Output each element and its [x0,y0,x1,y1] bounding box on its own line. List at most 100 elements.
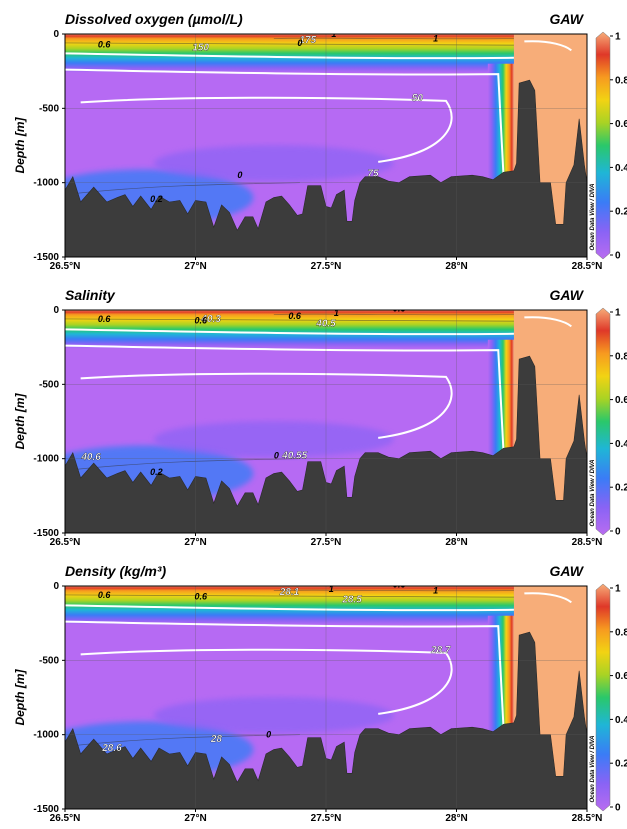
contour-label: 0.2 [150,467,163,477]
panel-title: Density (kg/m³) [65,563,166,579]
y-tick-label: -500 [39,379,59,390]
colorbar-tick-label: 0.4 [615,715,627,726]
section-field: 175 150 50 75 0.6 1 1 0 0 0.2 [65,29,587,257]
colorbar-gradient [595,307,611,536]
y-tick-label: -1000 [33,178,59,189]
panel-3: 28.1 28.5 28.7 28.6 28 0.6 0.6 1 1 0.6 0 Density (k… [13,563,627,824]
y-tick-label: 0 [53,581,59,592]
x-tick-label: 26.5°N [50,261,81,272]
section-field: 40.3 40.5 40.6 40.55 0.6 0.6 0.6 1 0.6 0 0.2 [65,303,587,533]
contour-line [273,313,514,316]
gridlines [65,586,587,809]
contour-label: 1 [329,584,334,594]
x-tick-label: 26.5°N [50,537,81,548]
y-tick-label: 0 [53,29,59,40]
contour-line [65,52,514,60]
section-label: GAW [550,287,585,303]
section-field: 28.1 28.5 28.7 28.6 28 0.6 0.6 1 1 0.6 0 [65,579,587,809]
contour-line [65,68,505,176]
contour-label: 1 [334,308,339,318]
y-tick-label: -1500 [33,252,59,263]
contour-label: 175 [299,35,316,46]
contour-label: 0 [266,730,271,740]
contour-label: 28.5 [341,594,362,605]
panel-title: Dissolved oxygen (µmol/L) [65,11,243,27]
colorbar: 0 0.2 0.4 0.6 0.8 1 [595,307,627,538]
mid-water-patch [153,421,394,458]
mid-water-patch [153,145,394,182]
x-tick-label: 27°N [184,537,206,548]
colorbar-tick-label: 0.8 [615,627,627,638]
contour-label: 28.1 [279,587,300,598]
white-contours [65,592,572,728]
contour-label: 150 [192,42,209,53]
contour-label: 0 [297,38,302,48]
contour-label: 28 [210,734,223,745]
contour-label: 0.2 [150,194,163,204]
colorbar-tick-label: 0.6 [615,671,627,682]
contour-label: 0.6 [98,590,112,600]
colorbar-gradient [595,31,611,260]
contour-line [273,37,514,40]
contour-label: 0 [237,170,242,180]
y-axis-label: Depth [m] [13,117,27,174]
credit-label: Ocean Data View / DIVA [590,459,596,526]
x-tick-label: 28.5°N [572,537,603,548]
colorbar-tick-label: 0.2 [615,483,627,494]
colorbar-tick-label: 0.6 [615,395,627,406]
x-tick-label: 28.5°N [572,813,603,824]
contour-label: 0.6 [194,591,208,601]
surface-gradient [65,34,514,73]
x-tick-label: 26.5°N [50,813,81,824]
colorbar-gradient [595,583,611,812]
credit-label: Ocean Data View / DIVA [590,735,596,802]
colorbar-tick-label: 0 [615,803,621,814]
contour-label: 28.6 [101,743,122,754]
y-tick-label: -500 [39,103,59,114]
surface-gradient [65,310,514,349]
mid-water-patch [153,697,394,734]
y-tick-label: 0 [53,305,59,316]
contour-line [524,592,572,604]
contour-label: 0.6 [98,39,112,49]
contour-label: 0.6 [288,311,302,321]
contour-line [80,96,453,163]
colorbar-tick-label: 1 [615,584,621,595]
y-axis-label: Depth [m] [13,669,27,726]
panel-title: Salinity [65,287,116,303]
contour-line [524,316,572,328]
colorbar-tick-label: 0.8 [615,351,627,362]
colorbar-tick-label: 0.2 [615,759,627,770]
colorbar-tick-label: 0.8 [615,75,627,86]
contour-label: 50 [412,93,424,104]
white-contours [65,40,572,176]
colorbar: 0 0.2 0.4 0.6 0.8 1 [595,31,627,262]
credit-label: Ocean Data View / DIVA [590,183,596,250]
colorbar-tick-label: 0 [615,527,621,538]
contour-line [65,344,505,452]
white-contours [65,316,572,452]
contour-line [273,589,514,592]
x-tick-label: 27.5°N [311,261,342,272]
contour-label: 40.55 [281,451,307,462]
y-tick-label: -500 [39,655,59,666]
section-label: GAW [550,11,585,27]
x-tick-label: 27.5°N [311,813,342,824]
gridlines [65,34,587,257]
contour-line [80,648,453,715]
surface-gradient [65,586,514,625]
y-tick-label: -1000 [33,730,59,741]
contour-label: 0.6 [393,303,407,313]
contour-label: 0 [274,451,279,461]
contour-label: 0.6 [393,579,407,589]
x-tick-label: 27°N [184,813,206,824]
contour-label: 1 [331,29,336,39]
y-axis-label: Depth [m] [13,393,27,450]
colorbar-tick-label: 0.6 [615,119,627,130]
colorbar-tick-label: 1 [615,308,621,319]
y-tick-label: -1500 [33,528,59,539]
contour-label: 40.5 [315,318,336,329]
contour-label: 40.3 [200,314,221,325]
contour-label: 1 [433,585,438,595]
